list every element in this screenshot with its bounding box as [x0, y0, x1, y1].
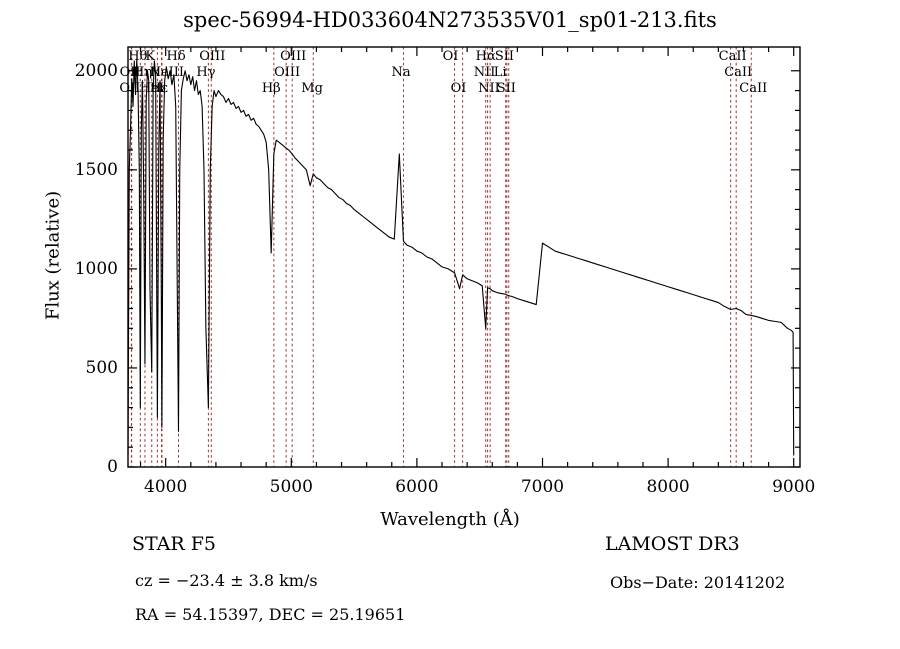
spectral-line-label: HeI — [139, 81, 164, 96]
x-tick-label: 7000 — [520, 477, 565, 497]
x-axis-label: Wavelength (Å) — [380, 509, 520, 530]
spectral-line-label: NeIII — [149, 65, 185, 80]
plot-title: spec-56994-HD033604N273535V01_sp01-213.f… — [183, 8, 717, 32]
axis-frame — [127, 46, 801, 468]
spectral-line-label: CaII — [739, 81, 768, 96]
object-class: STAR F5 — [132, 533, 216, 555]
y-tick-label: 500 — [85, 357, 118, 378]
spectral-line-label: K — [145, 49, 156, 64]
radial-velocity: cz = −23.4 ± 3.8 km/s — [135, 571, 318, 590]
spectral-line-label: OI — [450, 81, 467, 96]
spectral-line-label: Hε — [149, 81, 168, 96]
spectral-line-label: OIII — [274, 65, 301, 80]
spectral-line-markers — [130, 47, 752, 467]
spectral-line-label: OIII — [280, 49, 307, 64]
spectral-line-label: Hβ — [261, 81, 281, 96]
spectral-line-label: CaII — [718, 49, 747, 64]
spectral-line-label: Li — [493, 65, 507, 80]
spectral-line-label: NII — [478, 81, 500, 96]
x-tick-label: 6000 — [395, 477, 439, 497]
spectral-line-label: H — [149, 65, 162, 80]
spectral-line-label: OIII — [199, 49, 226, 64]
y-tick-label: 1000 — [74, 258, 118, 279]
spectral-line-label: Hη — [132, 65, 153, 80]
x-tick-label: 5000 — [269, 477, 313, 497]
spectral-line-label: SII — [494, 49, 515, 64]
x-tick-label: 8000 — [646, 477, 690, 497]
y-tick-label: 1500 — [74, 159, 118, 180]
y-tick-label: 2000 — [74, 60, 118, 81]
spectral-line-label: OII — [119, 81, 141, 96]
x-tick-label: 4000 — [144, 477, 188, 497]
x-tick-label: 9000 — [772, 477, 816, 497]
observation-date: Obs−Date: 20141202 — [610, 573, 786, 592]
spectral-line-label: OII — [119, 65, 141, 80]
spectral-line-label: SII — [496, 81, 516, 96]
spectral-line-label: CaII — [724, 65, 753, 80]
spectral-line-label: NII — [473, 65, 496, 80]
spectral-line-label: Mg — [301, 81, 323, 96]
sky-coordinates: RA = 54.15397, DEC = 25.19651 — [135, 605, 406, 624]
spectral-line-label: Hδ — [166, 49, 186, 64]
spectral-line-label: Hα — [475, 49, 496, 64]
y-axis-label: Flux (relative) — [42, 190, 64, 321]
spectral-line-label: OI — [442, 49, 459, 64]
spectrum-trace — [127, 58, 795, 456]
spectral-line-label: Na — [391, 65, 411, 80]
spectral-line-label: Hθ — [128, 49, 148, 64]
y-tick-label: 0 — [107, 457, 118, 477]
survey-name: LAMOST DR3 — [605, 533, 740, 555]
spectral-line-label: Hγ — [196, 65, 216, 80]
